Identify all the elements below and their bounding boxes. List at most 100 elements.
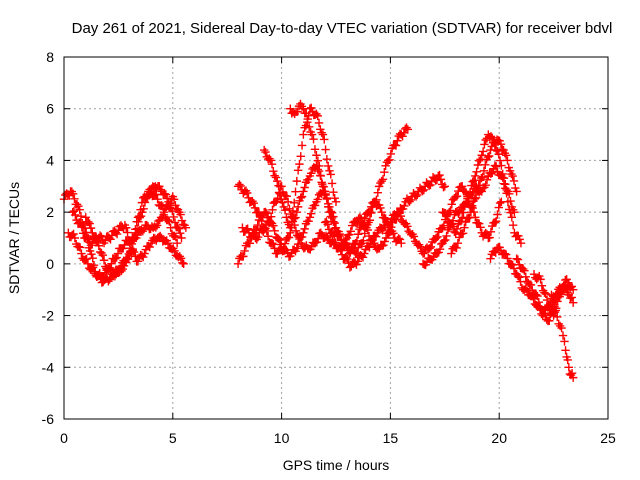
data-point xyxy=(169,212,178,222)
data-point xyxy=(253,220,262,230)
data-point xyxy=(380,213,389,222)
y-tick-label: 4 xyxy=(46,152,54,168)
data-point xyxy=(315,161,324,171)
data-point xyxy=(396,211,406,221)
data-point xyxy=(323,199,333,208)
data-point xyxy=(460,187,470,196)
data-point xyxy=(398,132,407,141)
data-point xyxy=(541,289,550,299)
data-point xyxy=(296,193,305,202)
data-point xyxy=(511,183,520,193)
data-point xyxy=(341,253,351,262)
data-point xyxy=(301,121,311,130)
data-point xyxy=(351,218,361,228)
data-point xyxy=(296,152,305,161)
data-point xyxy=(345,263,355,272)
data-point xyxy=(111,254,120,263)
data-point xyxy=(310,201,320,210)
data-point xyxy=(418,249,428,258)
data-point xyxy=(563,278,573,287)
data-point xyxy=(468,177,477,186)
data-point xyxy=(413,190,422,200)
data-point xyxy=(318,130,328,139)
data-point xyxy=(181,223,191,232)
data-point xyxy=(346,227,355,236)
data-point xyxy=(486,227,496,236)
data-point xyxy=(557,323,566,333)
chart-title: Day 261 of 2021, Sidereal Day-to-day VTE… xyxy=(72,20,613,37)
data-point xyxy=(567,293,576,302)
data-point xyxy=(330,232,339,241)
data-point xyxy=(460,223,469,232)
data-point xyxy=(85,246,95,256)
data-point xyxy=(360,229,369,238)
x-tick-label: 25 xyxy=(600,430,616,446)
data-point xyxy=(433,232,442,242)
data-point xyxy=(90,267,99,276)
data-point xyxy=(165,217,174,226)
data-point xyxy=(326,170,335,179)
data-point xyxy=(175,229,185,238)
data-point xyxy=(470,194,480,204)
data-point xyxy=(535,271,544,281)
data-point xyxy=(501,250,511,259)
data-point xyxy=(292,207,302,217)
data-point xyxy=(331,238,340,247)
data-point xyxy=(306,103,316,113)
data-point xyxy=(299,187,308,196)
data-point xyxy=(171,201,180,210)
data-point xyxy=(314,118,324,128)
data-point xyxy=(253,232,263,242)
data-point xyxy=(152,190,161,199)
data-point xyxy=(323,220,332,229)
data-point xyxy=(320,135,329,144)
data-point xyxy=(360,249,369,258)
data-point xyxy=(283,197,293,206)
data-point xyxy=(561,346,570,355)
data-point xyxy=(461,217,470,227)
data-point xyxy=(299,104,308,113)
data-point xyxy=(327,179,337,188)
data-point xyxy=(343,254,352,264)
x-tick-label: 10 xyxy=(274,430,290,446)
data-point xyxy=(435,244,445,254)
data-point xyxy=(464,192,473,201)
series-sat-c xyxy=(68,206,188,269)
data-point xyxy=(520,266,529,275)
series-sat-d xyxy=(81,185,182,281)
data-point xyxy=(526,280,536,290)
data-point xyxy=(112,253,121,262)
data-point xyxy=(471,171,480,181)
data-point xyxy=(325,166,334,175)
data-point xyxy=(170,246,179,255)
data-point xyxy=(493,210,502,219)
data-point xyxy=(295,159,304,169)
data-point xyxy=(502,189,511,198)
data-point xyxy=(466,207,476,217)
data-point xyxy=(279,202,288,212)
data-point xyxy=(563,355,572,365)
data-point xyxy=(495,243,504,252)
data-point xyxy=(243,188,252,198)
data-point xyxy=(399,128,409,137)
data-point xyxy=(506,208,515,217)
data-point xyxy=(240,246,249,256)
data-point xyxy=(499,173,509,183)
data-point xyxy=(480,140,489,149)
data-point xyxy=(442,231,451,241)
data-point xyxy=(358,253,368,262)
data-point xyxy=(484,151,494,161)
data-point xyxy=(365,207,375,217)
data-point xyxy=(139,204,148,213)
data-point xyxy=(136,205,145,214)
data-point xyxy=(123,254,132,263)
data-point xyxy=(127,249,136,258)
data-point xyxy=(288,206,298,216)
data-point xyxy=(249,229,259,239)
data-point xyxy=(176,210,185,219)
data-point xyxy=(379,241,388,250)
data-point xyxy=(539,306,549,315)
data-point xyxy=(353,230,363,239)
data-point xyxy=(123,228,132,237)
